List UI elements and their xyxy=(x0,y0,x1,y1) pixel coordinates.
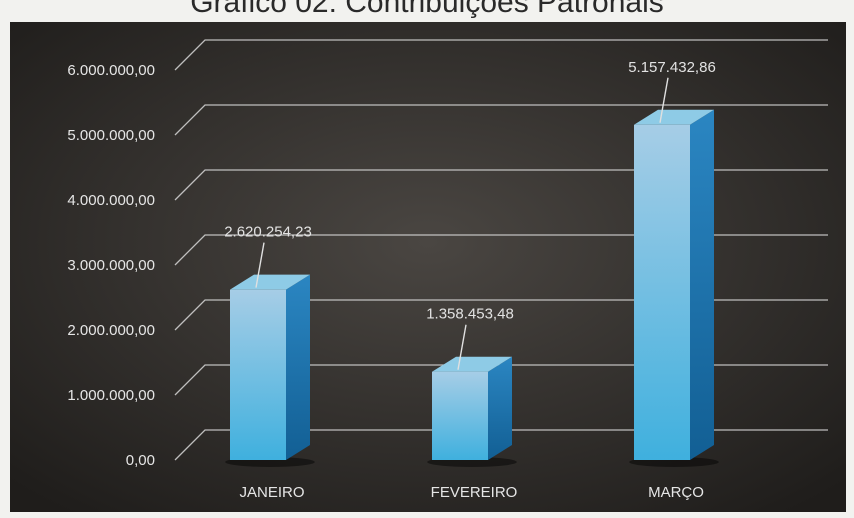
data-label-leader xyxy=(659,77,669,123)
gridline xyxy=(174,299,828,331)
bar xyxy=(629,109,719,467)
data-label: 1.358.453,48 xyxy=(426,306,514,323)
data-label-leader xyxy=(255,242,265,288)
y-tick-label: 2.000.000,00 xyxy=(67,322,155,339)
y-tick-label: 3.000.000,00 xyxy=(67,257,155,274)
x-tick-label: MARÇO xyxy=(648,484,704,501)
x-tick-label: FEVEREIRO xyxy=(431,484,518,501)
gridlines xyxy=(174,39,828,461)
gridline xyxy=(174,234,828,266)
gridline xyxy=(174,39,828,71)
data-label: 2.620.254,23 xyxy=(224,224,312,241)
y-tick-label: 4.000.000,00 xyxy=(67,192,155,209)
bars xyxy=(225,109,719,467)
x-tick-label: JANEIRO xyxy=(239,484,304,501)
data-label-leader xyxy=(457,324,467,370)
y-tick-label: 5.000.000,00 xyxy=(67,127,155,144)
data-labels: 2.620.254,23 1.358.453,48 5.157.432,86 xyxy=(224,59,716,370)
x-axis-ticks: JANEIRO FEVEREIRO MARÇO xyxy=(239,484,703,501)
gridline xyxy=(174,169,828,201)
chart-title: Gráfico 02: Contribuições Patronais xyxy=(190,0,664,19)
bar xyxy=(225,274,315,467)
y-tick-label: 1.000.000,00 xyxy=(67,387,155,404)
data-label: 5.157.432,86 xyxy=(628,59,716,76)
gridline xyxy=(174,364,828,396)
y-tick-label: 0,00 xyxy=(126,452,155,469)
gridline xyxy=(174,104,828,136)
y-axis-ticks: 0,00 1.000.000,00 2.000.000,00 3.000.000,00… xyxy=(67,62,155,469)
bar xyxy=(427,356,517,467)
gridline xyxy=(174,429,828,461)
y-tick-label: 6.000.000,00 xyxy=(67,62,155,79)
